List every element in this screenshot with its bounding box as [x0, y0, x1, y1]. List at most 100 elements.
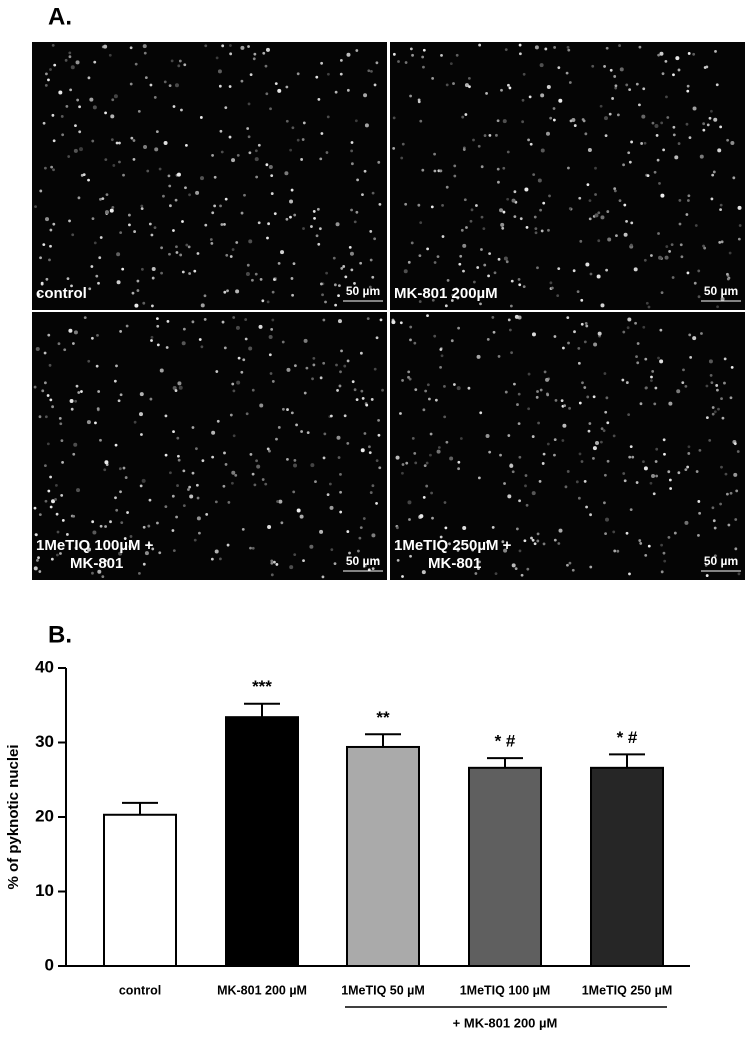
- nucleus: [116, 280, 121, 285]
- nucleus: [56, 530, 60, 534]
- nucleus: [169, 471, 172, 475]
- nucleus: [124, 476, 128, 479]
- nucleus: [214, 549, 219, 554]
- nucleus: [256, 464, 261, 469]
- nucleus: [68, 219, 71, 223]
- nucleus: [196, 516, 201, 521]
- nucleus: [625, 381, 629, 384]
- nucleus: [303, 391, 307, 395]
- nucleus: [113, 379, 117, 383]
- nucleus: [115, 141, 119, 145]
- nucleus: [720, 465, 723, 469]
- nucleus: [132, 139, 136, 142]
- nucleus: [588, 422, 592, 425]
- nucleus: [557, 542, 561, 545]
- nucleus: [506, 150, 510, 154]
- nucleus: [91, 571, 94, 575]
- nucleus: [153, 96, 157, 99]
- nucleus: [544, 47, 548, 51]
- nucleus: [73, 148, 78, 153]
- nucleus: [639, 402, 643, 406]
- bar: [346, 745, 420, 967]
- nucleus: [215, 56, 219, 60]
- nucleus: [251, 388, 255, 392]
- nucleus: [368, 445, 371, 449]
- nucleus: [496, 167, 500, 171]
- nucleus: [115, 508, 119, 512]
- nucleus: [77, 196, 81, 200]
- nucleus: [367, 69, 371, 73]
- nucleus: [136, 289, 140, 292]
- nucleus: [119, 231, 123, 234]
- nucleus: [196, 496, 200, 500]
- nucleus: [667, 535, 671, 539]
- nucleus: [118, 141, 121, 145]
- nucleus: [185, 243, 189, 247]
- nucleus: [257, 143, 261, 147]
- nucleus: [75, 60, 80, 65]
- nucleus: [343, 414, 347, 418]
- nucleus: [599, 440, 603, 444]
- nucleus: [479, 302, 482, 306]
- nucleus: [619, 67, 624, 72]
- nucleus: [521, 98, 525, 102]
- nucleus: [503, 482, 506, 485]
- nucleus: [538, 479, 542, 483]
- nucleus: [168, 252, 171, 256]
- nucleus: [319, 529, 324, 534]
- nucleus: [533, 215, 537, 219]
- nucleus: [348, 551, 351, 555]
- nucleus: [511, 198, 516, 203]
- nucleus: [542, 452, 546, 456]
- nucleus: [350, 162, 354, 166]
- nucleus: [128, 223, 131, 227]
- nucleus: [659, 359, 664, 364]
- nucleus: [266, 447, 270, 451]
- nucleus: [646, 174, 650, 177]
- nucleus: [290, 411, 294, 415]
- nucleus: [111, 206, 115, 209]
- nucleus: [231, 158, 236, 163]
- nucleus: [87, 76, 91, 80]
- nucleus: [605, 517, 610, 522]
- nucleus: [485, 540, 489, 544]
- nucleus: [266, 300, 270, 304]
- nucleus: [234, 474, 238, 477]
- nucleus: [531, 435, 535, 438]
- nucleus: [426, 247, 430, 251]
- nucleus: [350, 141, 354, 144]
- significance-label: **: [376, 708, 390, 727]
- nucleus: [483, 263, 487, 267]
- nucleus: [51, 44, 55, 47]
- nucleus: [293, 458, 297, 462]
- nucleus: [335, 363, 338, 367]
- nucleus: [355, 210, 359, 214]
- nucleus: [158, 167, 162, 171]
- nucleus: [444, 526, 448, 530]
- nucleus: [257, 221, 261, 225]
- nucleus: [222, 484, 226, 488]
- nucleus: [104, 158, 108, 161]
- nucleus: [603, 372, 607, 375]
- nucleus: [270, 559, 274, 563]
- nucleus: [248, 239, 253, 244]
- nucleus: [317, 242, 321, 246]
- nucleus: [254, 272, 258, 276]
- nucleus: [710, 381, 714, 385]
- nucleus: [43, 381, 47, 385]
- nucleus: [397, 60, 400, 63]
- nucleus: [226, 289, 229, 293]
- nucleus: [142, 562, 146, 566]
- nucleus: [164, 505, 168, 508]
- nucleus: [580, 460, 584, 463]
- nucleus: [267, 222, 271, 226]
- nucleus: [199, 116, 203, 119]
- nucleus: [181, 341, 186, 346]
- nucleus: [249, 73, 253, 77]
- nucleus: [705, 65, 709, 69]
- nucleus: [125, 324, 129, 328]
- nucleus: [174, 198, 178, 202]
- nucleus: [604, 410, 608, 414]
- nucleus: [653, 170, 657, 174]
- nucleus: [654, 123, 659, 128]
